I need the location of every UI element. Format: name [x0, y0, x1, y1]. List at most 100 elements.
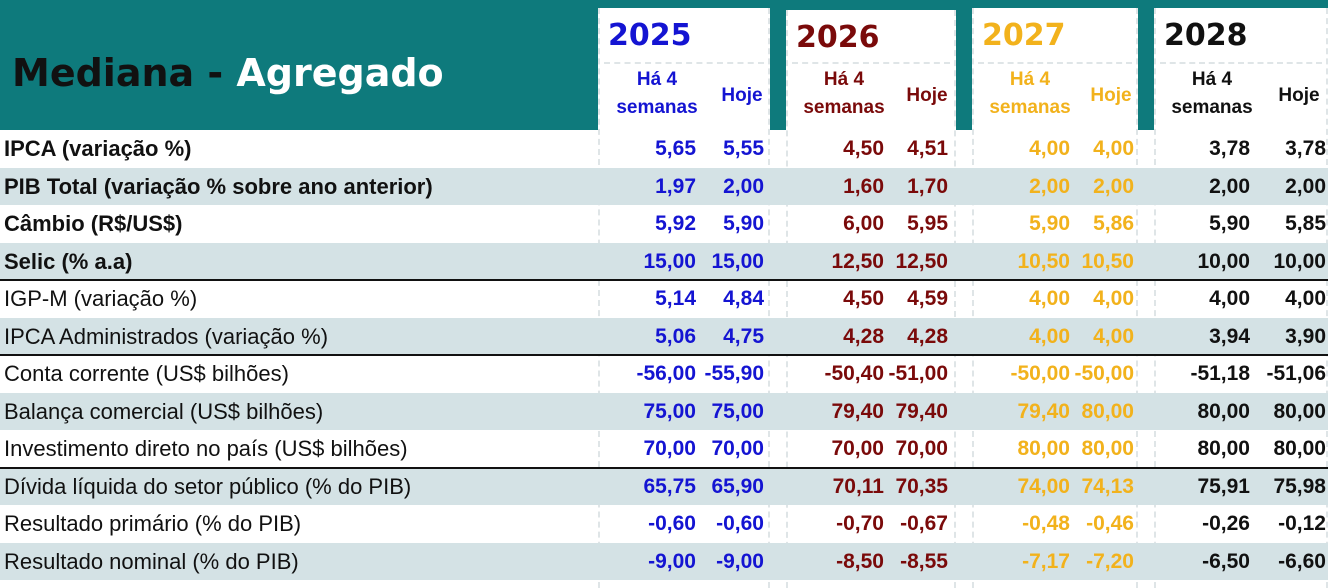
row-label: Balança comercial (US$ bilhões) — [4, 398, 324, 424]
value-hoje: -50,00 — [1074, 362, 1134, 385]
value-ha-4-semanas: 12,50 — [831, 249, 884, 273]
value-hoje: -0,60 — [716, 512, 764, 535]
value-hoje: 80,00 — [1273, 437, 1326, 460]
value-hoje: 4,00 — [1093, 287, 1134, 310]
value-hoje: -51,06 — [1266, 362, 1326, 385]
header-ha-4-semanas: Há 4 semanas — [616, 69, 698, 118]
row-label: Selic (% a.a) — [4, 248, 133, 274]
value-ha-4-semanas: -50,40 — [824, 362, 884, 385]
value-ha-4-semanas: 75,00 — [643, 399, 696, 423]
value-hoje: -0,67 — [900, 512, 948, 535]
value-ha-4-semanas: -0,26 — [1202, 512, 1250, 535]
header-hoje: Hoje — [1090, 85, 1132, 106]
year-header-divider — [604, 62, 764, 64]
value-ha-4-semanas: -6,50 — [1202, 549, 1250, 573]
table-row: Balança comercial (US$ bilhões) 75,00 75,0… — [0, 392, 1328, 430]
value-hoje: 79,40 — [895, 399, 948, 423]
value-hoje: 75,00 — [711, 399, 764, 423]
row-label: Resultado primário (% do PIB) — [4, 511, 302, 536]
value-hoje: 5,86 — [1093, 212, 1134, 235]
value-ha-4-semanas: 2,00 — [1209, 174, 1250, 198]
value-hoje: 5,90 — [723, 212, 764, 235]
value-hoje: 4,00 — [1093, 137, 1134, 160]
value-ha-4-semanas: -8,50 — [836, 549, 884, 573]
value-ha-4-semanas: 1,60 — [843, 174, 884, 198]
value-hoje: 75,98 — [1273, 474, 1326, 498]
table-row: IPCA (variação %) 5,65 5,55 4,50 4,51 4,00 4,0… — [0, 130, 1328, 168]
value-ha-4-semanas: 4,00 — [1029, 324, 1070, 348]
page-title: Mediana - Agregado — [12, 48, 444, 98]
value-ha-4-semanas: 79,40 — [1017, 399, 1070, 423]
header-hoje: Hoje — [906, 85, 948, 106]
row-label: IGP-M (variação %) — [4, 286, 198, 311]
value-hoje: 2,00 — [1285, 174, 1326, 198]
value-ha-4-semanas: -50,00 — [1010, 362, 1070, 385]
value-ha-4-semanas: 10,00 — [1197, 249, 1250, 273]
value-hoje: -51,00 — [888, 362, 948, 385]
value-ha-4-semanas: 79,40 — [831, 399, 884, 423]
value-ha-4-semanas: 80,00 — [1197, 437, 1250, 460]
value-hoje: 12,50 — [895, 249, 948, 273]
value-ha-4-semanas: 4,50 — [843, 287, 884, 310]
header-ha-4-semanas: Há 4 semanas — [803, 69, 885, 118]
value-ha-4-semanas: 70,00 — [831, 437, 884, 460]
row-label: Resultado nominal (% do PIB) — [4, 548, 299, 574]
year-label-2026: 2026 — [796, 20, 880, 55]
value-hoje: 70,00 — [895, 437, 948, 460]
table-row: IGP-M (variação %) 5,14 4,84 4,50 4,59 4,00 4,… — [0, 280, 1328, 318]
value-hoje: 4,51 — [907, 137, 948, 160]
value-ha-4-semanas: 6,00 — [843, 212, 884, 235]
table-row: Selic (% a.a) 15,00 15,00 12,50 12,50 10,50 10… — [0, 242, 1328, 280]
value-hoje: 5,95 — [907, 212, 948, 235]
value-hoje: -0,46 — [1086, 512, 1134, 535]
value-ha-4-semanas: 70,11 — [832, 474, 884, 498]
value-hoje: 80,00 — [1273, 399, 1326, 423]
title-part-agregado: Agregado — [236, 51, 444, 95]
value-hoje: 4,28 — [907, 324, 948, 348]
value-ha-4-semanas: -56,00 — [636, 362, 696, 385]
value-hoje: 5,55 — [723, 137, 764, 160]
value-hoje: 5,85 — [1285, 212, 1326, 235]
value-ha-4-semanas: -0,48 — [1022, 512, 1070, 535]
value-ha-4-semanas: 4,50 — [843, 137, 884, 160]
value-ha-4-semanas: 5,90 — [1209, 212, 1250, 235]
year-header-divider — [1160, 62, 1322, 64]
value-hoje: -55,90 — [704, 362, 764, 385]
value-ha-4-semanas: 80,00 — [1197, 399, 1250, 423]
value-ha-4-semanas: -0,60 — [648, 512, 696, 535]
value-ha-4-semanas: 3,94 — [1209, 324, 1250, 348]
year-label-2025: 2025 — [608, 18, 692, 53]
value-ha-4-semanas: 3,78 — [1209, 137, 1250, 160]
value-hoje: 4,75 — [723, 324, 764, 348]
row-label: Câmbio (R$/US$) — [4, 211, 183, 236]
value-ha-4-semanas: 5,90 — [1029, 212, 1070, 235]
value-hoje: 3,78 — [1285, 137, 1326, 160]
value-hoje: 74,13 — [1081, 474, 1134, 498]
value-ha-4-semanas: 70,00 — [643, 437, 696, 460]
row-label: PIB Total (variação % sobre ano anterior… — [4, 173, 433, 199]
value-hoje: -6,60 — [1278, 549, 1326, 573]
value-hoje: -9,00 — [716, 549, 764, 573]
value-ha-4-semanas: 5,14 — [655, 287, 696, 310]
value-ha-4-semanas: 80,00 — [1017, 437, 1070, 460]
year-label-2027: 2027 — [982, 18, 1066, 53]
row-label: Dívida líquida do setor público (% do PI… — [4, 473, 412, 499]
section-divider — [0, 354, 1328, 356]
value-hoje: 80,00 — [1081, 399, 1134, 423]
value-hoje: 4,84 — [723, 287, 764, 310]
value-ha-4-semanas: -7,17 — [1022, 549, 1070, 573]
table-row: PIB Total (variação % sobre ano anterior… — [0, 167, 1328, 205]
value-ha-4-semanas: 74,00 — [1017, 474, 1070, 498]
value-ha-4-semanas: -9,00 — [648, 549, 696, 573]
header-ha-4-semanas: Há 4 semanas — [1171, 69, 1253, 118]
value-ha-4-semanas: 5,06 — [655, 324, 696, 348]
value-ha-4-semanas: 4,00 — [1029, 137, 1070, 160]
table-row: IPCA Administrados (variação %) 5,06 4,75 4… — [0, 317, 1328, 355]
value-hoje: 10,00 — [1273, 249, 1326, 273]
year-header-divider — [792, 62, 950, 64]
row-label: Investimento direto no país (US$ bilhões… — [4, 436, 408, 461]
value-hoje: -8,55 — [900, 549, 948, 573]
table-row: Investimento direto no país (US$ bilhões… — [0, 430, 1328, 468]
row-label: IPCA Administrados (variação %) — [4, 323, 329, 349]
value-ha-4-semanas: 15,00 — [643, 249, 696, 273]
